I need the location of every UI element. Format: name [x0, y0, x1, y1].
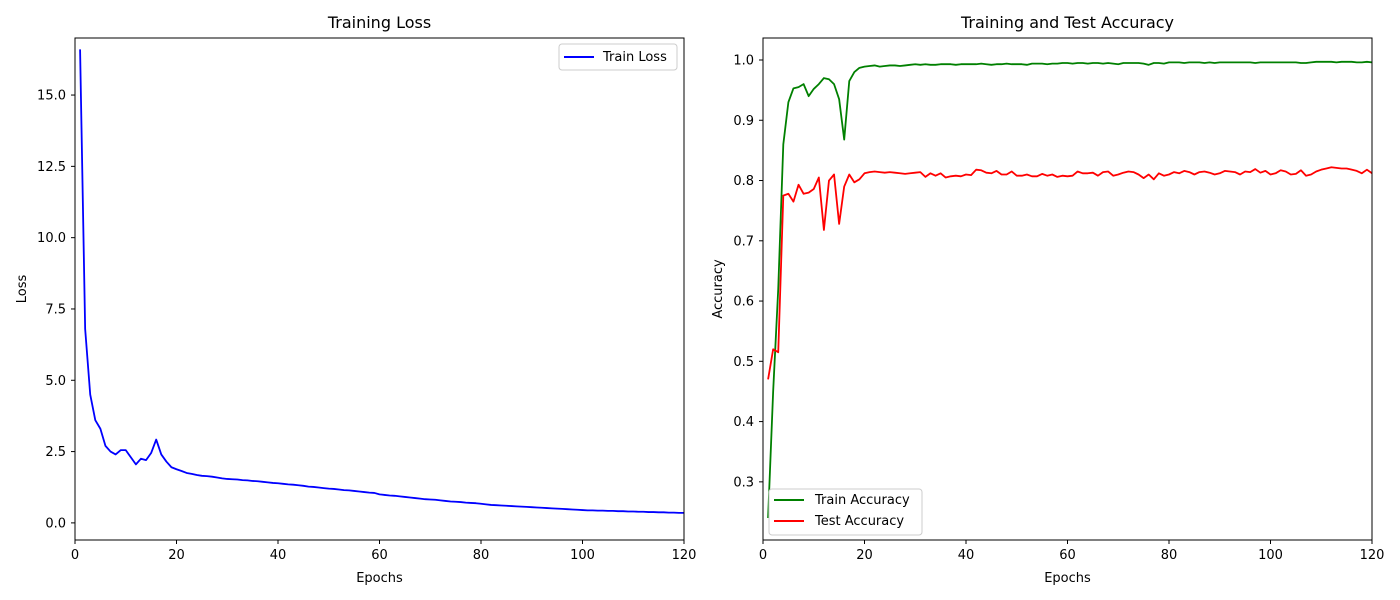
loss-legend-label: Train Loss	[602, 50, 667, 65]
accuracy-legend: Train Accuracy Test Accuracy	[768, 488, 923, 536]
test-accuracy-line	[767, 166, 1373, 380]
loss-chart-title: Training Loss	[327, 13, 431, 32]
accuracy-x-tick-label: 100	[1258, 548, 1283, 563]
loss-x-tick-label: 40	[270, 548, 287, 563]
loss-y-tick-label: 12.5	[37, 160, 66, 175]
accuracy-ticks: 0 20 40 60 80 100 120 0.3 0.4 0.5 0.6 0.7 0.8 0.9 1.0	[733, 53, 1384, 563]
loss-y-tick-label: 10.0	[37, 231, 66, 246]
loss-legend: Train Loss	[558, 43, 678, 71]
accuracy-x-tick-label: 20	[856, 548, 873, 563]
accuracy-y-tick-label: 0.3	[733, 475, 754, 490]
accuracy-y-tick-label: 0.9	[733, 114, 754, 129]
accuracy-x-tick-label: 40	[958, 548, 975, 563]
accuracy-legend-box	[768, 488, 923, 536]
accuracy-y-tick-label: 0.7	[733, 234, 754, 249]
loss-chart: Training Loss Epochs Loss 0 20 40 60 80 100 12…	[15, 13, 696, 586]
accuracy-chart-title: Training and Test Accuracy	[960, 13, 1174, 32]
loss-legend-box	[558, 43, 678, 71]
accuracy-x-tick-label: 0	[759, 548, 767, 563]
loss-y-tick-label: 0.0	[45, 516, 66, 531]
loss-x-tick-label: 20	[168, 548, 185, 563]
train-accuracy-line	[767, 60, 1373, 519]
loss-x-tick-label: 120	[672, 548, 697, 563]
accuracy-x-axis-label: Epochs	[1044, 571, 1091, 586]
accuracy-y-tick-label: 0.8	[733, 174, 754, 189]
loss-y-tick-label: 2.5	[45, 445, 66, 460]
loss-x-tick-label: 100	[570, 548, 595, 563]
loss-ticks: 0 20 40 60 80 100 120 0.0 2.5 5.0 7.5 10.0 12.5 15.0	[37, 89, 696, 563]
accuracy-y-tick-label: 0.5	[733, 355, 754, 370]
loss-x-tick-label: 0	[71, 548, 79, 563]
accuracy-y-axis-label: Accuracy	[711, 259, 726, 319]
accuracy-legend-label-test: Test Accuracy	[814, 514, 904, 529]
accuracy-lines	[767, 60, 1373, 519]
accuracy-y-tick-label: 1.0	[733, 53, 754, 68]
train-loss-line	[79, 49, 684, 514]
accuracy-chart: Training and Test Accuracy Epochs Accura…	[711, 13, 1384, 586]
accuracy-x-tick-label: 120	[1360, 548, 1385, 563]
accuracy-x-tick-label: 80	[1161, 548, 1178, 563]
loss-y-tick-label: 5.0	[45, 374, 66, 389]
loss-plot-frame	[74, 37, 685, 541]
accuracy-y-tick-label: 0.6	[733, 295, 754, 310]
loss-y-tick-label: 15.0	[37, 89, 66, 104]
loss-x-axis-label: Epochs	[356, 571, 403, 586]
accuracy-x-tick-label: 60	[1059, 548, 1076, 563]
loss-x-tick-label: 80	[473, 548, 490, 563]
accuracy-y-tick-label: 0.4	[733, 415, 754, 430]
loss-y-axis-label: Loss	[15, 275, 30, 304]
accuracy-legend-label-train: Train Accuracy	[814, 493, 910, 508]
loss-y-tick-label: 7.5	[45, 302, 66, 317]
loss-lines	[79, 49, 684, 514]
loss-x-tick-label: 60	[371, 548, 388, 563]
accuracy-plot-frame	[762, 37, 1373, 541]
